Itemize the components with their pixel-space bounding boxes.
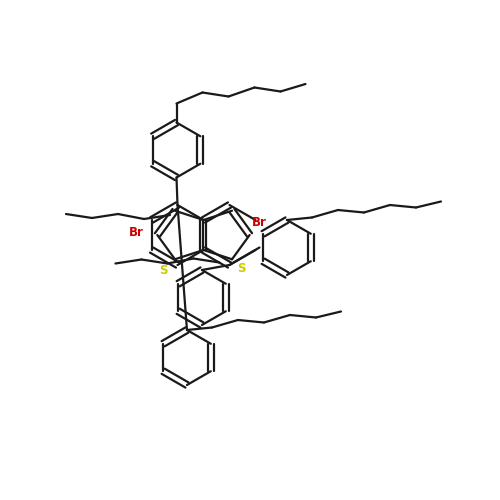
Text: S: S [159,264,168,278]
Text: Br: Br [252,216,267,229]
Text: Br: Br [128,226,144,239]
Text: S: S [237,262,246,275]
